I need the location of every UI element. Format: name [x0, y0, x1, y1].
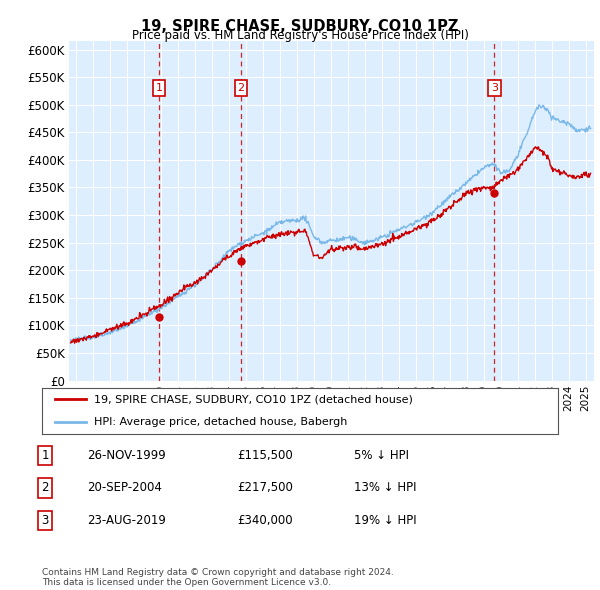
Text: 3: 3 — [491, 83, 498, 93]
Text: 5% ↓ HPI: 5% ↓ HPI — [354, 449, 409, 462]
Text: 23-AUG-2019: 23-AUG-2019 — [87, 514, 166, 527]
Text: HPI: Average price, detached house, Babergh: HPI: Average price, detached house, Babe… — [94, 417, 347, 427]
Text: 13% ↓ HPI: 13% ↓ HPI — [354, 481, 416, 494]
Text: 19, SPIRE CHASE, SUDBURY, CO10 1PZ: 19, SPIRE CHASE, SUDBURY, CO10 1PZ — [142, 19, 458, 34]
Text: 26-NOV-1999: 26-NOV-1999 — [87, 449, 166, 462]
Text: £217,500: £217,500 — [237, 481, 293, 494]
Text: £340,000: £340,000 — [237, 514, 293, 527]
Text: 1: 1 — [41, 449, 49, 462]
Text: Price paid vs. HM Land Registry's House Price Index (HPI): Price paid vs. HM Land Registry's House … — [131, 30, 469, 42]
Text: Contains HM Land Registry data © Crown copyright and database right 2024.
This d: Contains HM Land Registry data © Crown c… — [42, 568, 394, 587]
Text: 2: 2 — [238, 83, 245, 93]
Text: 19, SPIRE CHASE, SUDBURY, CO10 1PZ (detached house): 19, SPIRE CHASE, SUDBURY, CO10 1PZ (deta… — [94, 394, 412, 404]
Text: 3: 3 — [41, 514, 49, 527]
Text: 1: 1 — [155, 83, 163, 93]
Text: 20-SEP-2004: 20-SEP-2004 — [87, 481, 162, 494]
Text: 2: 2 — [41, 481, 49, 494]
Text: £115,500: £115,500 — [237, 449, 293, 462]
Text: 19% ↓ HPI: 19% ↓ HPI — [354, 514, 416, 527]
